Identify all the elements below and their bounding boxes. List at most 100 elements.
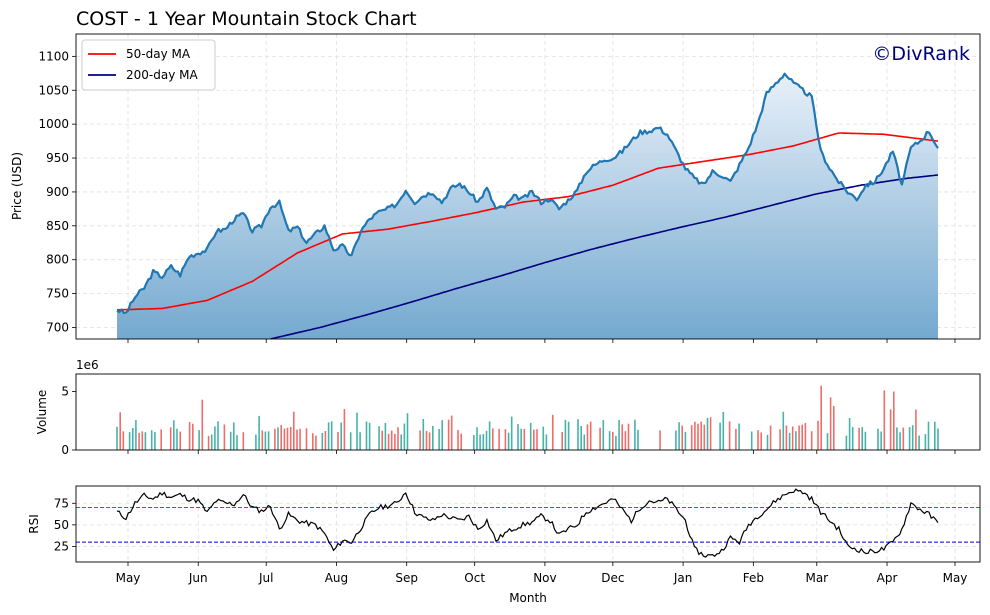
rsi-y-tick-label: 75: [54, 496, 69, 510]
volume-bar: [804, 422, 807, 450]
volume-bar: [915, 409, 917, 450]
month-tick-label: Jun: [188, 571, 208, 585]
volume-bar: [141, 431, 144, 450]
month-tick-label: Nov: [533, 571, 556, 585]
volume-bar: [924, 434, 927, 450]
volume-bar: [750, 431, 753, 450]
volume-bar: [801, 424, 803, 450]
legend-ma50-label: 50-day MA: [126, 47, 191, 61]
volume-bar: [315, 435, 317, 450]
volume-bar: [523, 428, 526, 450]
volume-bar: [485, 430, 488, 450]
volume-bar: [864, 431, 867, 450]
volume-bar: [507, 432, 510, 450]
volume-bar: [798, 425, 800, 450]
volume-bar: [258, 415, 260, 450]
volume-bar: [533, 429, 535, 450]
volume-bar: [223, 424, 226, 450]
volume-bar: [450, 415, 453, 450]
volume-bar: [589, 421, 592, 450]
volume-bar: [826, 433, 829, 450]
volume-bar: [735, 428, 737, 450]
volume-bar: [343, 409, 346, 450]
volume-bar: [510, 416, 513, 450]
volume-bar: [782, 411, 785, 450]
volume-bar: [340, 422, 342, 450]
rsi-gridlines: [76, 486, 980, 562]
volume-bar: [694, 421, 696, 450]
volume-bar: [236, 435, 238, 450]
rsi-x-axis: May Jun Jul Aug Sep Oct Nov Dec Jan Feb Mar Apr May: [116, 562, 968, 585]
price-line: [116, 72, 939, 314]
volume-bar: [757, 430, 759, 450]
volume-bar: [791, 426, 794, 450]
volume-bar: [529, 422, 532, 450]
volume-bar: [624, 431, 627, 450]
volume-bar: [552, 414, 554, 450]
legend-box: [81, 39, 216, 91]
volume-bar: [621, 424, 623, 450]
volume-bar: [210, 434, 213, 450]
volume-bar: [504, 429, 507, 450]
month-tick-label: Jan: [673, 571, 693, 585]
volume-bar: [277, 427, 279, 450]
volume-bar: [703, 424, 706, 450]
volume-bar: [286, 427, 289, 450]
volume-bar: [403, 423, 406, 450]
volume-bar: [356, 412, 358, 450]
rsi-y-tick-label: 25: [54, 539, 69, 553]
volume-bar: [697, 423, 699, 450]
volume-bar: [482, 434, 485, 450]
volume-bar: [659, 430, 661, 450]
ma50-line: [116, 132, 939, 311]
volume-bar: [766, 434, 769, 450]
volume-bar: [545, 434, 548, 450]
volume-bar: [817, 420, 819, 450]
volume-bar: [927, 421, 930, 450]
volume-bar: [883, 390, 886, 450]
volume-bar: [845, 435, 848, 450]
month-tick-label: May: [943, 571, 968, 585]
volume-bar: [116, 426, 118, 450]
volume-bar: [678, 422, 680, 450]
volume-bar: [602, 420, 605, 450]
volume-bar: [520, 428, 522, 450]
volume-bar: [542, 426, 545, 450]
volume-bar: [394, 433, 396, 450]
volume-panel-frame: [75, 373, 981, 451]
price-y-tick-label: 1050: [38, 83, 69, 97]
volume-bar: [384, 423, 387, 450]
volume-bar: [877, 428, 879, 450]
volume-bar: [719, 422, 721, 450]
volume-y-tick-label: 0: [61, 443, 69, 457]
volume-bar: [321, 433, 324, 450]
volume-bar: [425, 430, 428, 450]
x-axis-label: Month: [509, 591, 547, 605]
volume-y-axis: 05: [61, 385, 76, 457]
volume-bar: [498, 428, 500, 450]
volume-bar: [274, 428, 276, 450]
volume-bar: [179, 431, 181, 450]
volume-bar: [201, 399, 204, 450]
month-tick-label: Apr: [877, 571, 898, 585]
volume-bar: [198, 430, 200, 450]
rsi-y-axis-label: RSI: [27, 514, 41, 534]
volume-bar: [769, 425, 772, 450]
volume-bar: [615, 435, 617, 450]
volume-bar: [349, 432, 352, 450]
price-y-tick-label: 900: [46, 185, 69, 199]
volume-bar: [706, 417, 709, 450]
volume-bar: [122, 431, 125, 450]
rsi-panel-frame: [75, 485, 981, 563]
volume-bar: [896, 427, 898, 450]
volume-x-ticks: [127, 450, 956, 454]
month-tick-label: Feb: [743, 571, 764, 585]
price-y-tick-label: 750: [46, 287, 69, 301]
volume-bar: [586, 424, 589, 450]
volume-bar: [378, 426, 380, 450]
volume-bar: [387, 433, 390, 450]
volume-bar: [305, 428, 308, 450]
volume-bar: [785, 425, 788, 450]
